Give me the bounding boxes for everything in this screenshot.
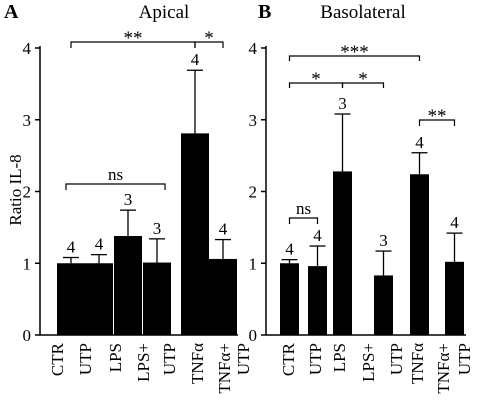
panel-b-n-label: 4 — [313, 226, 322, 245]
panel-a-category-label: UTP — [160, 343, 179, 375]
panel-a-category-label: LPS — [106, 343, 125, 372]
panel-a-n-label: 4 — [191, 50, 200, 69]
panel-b-category-label: LPS+ — [359, 343, 378, 382]
panel-b-significance-bracket — [341, 82, 385, 88]
panel-b-y-tick-label: 0 — [249, 326, 258, 345]
panel-a-category-label: UTP — [76, 343, 95, 375]
panel-a-y-tick-label: 4 — [23, 39, 32, 58]
panel-a-bar — [143, 262, 171, 335]
panel-a-category-label: LPS+ — [134, 343, 153, 382]
panel-b-category-label: UTP — [306, 343, 325, 375]
panel-b-significance-bracket — [288, 55, 421, 61]
panel-b-category-label: LPS — [330, 343, 349, 372]
panel-b-bar — [280, 263, 299, 335]
panel-a-category-label: UTP — [234, 343, 253, 375]
panel-a-significance-bracket — [194, 41, 224, 48]
panel-b-significance-bracket — [288, 217, 319, 224]
panel-a-y-tick-label: 0 — [23, 326, 32, 345]
panel-a-n-label: 4 — [95, 235, 104, 254]
panel-a-n-label: 4 — [219, 220, 228, 239]
panel-a-title: Apical — [139, 2, 190, 23]
panel-b-n-label: 4 — [415, 133, 424, 152]
panel-a-significance-label: ** — [124, 28, 143, 49]
panel-a-y-tick-label: 1 — [23, 254, 32, 273]
panel-b-y-tick-label: 4 — [249, 39, 258, 58]
panel-a-y-tick-label: 3 — [23, 111, 32, 130]
panel-b-letter: B — [258, 1, 271, 23]
panel-a-n-label: 4 — [67, 238, 76, 257]
panel-b-n-label: 4 — [450, 213, 459, 232]
panel-b-bar — [374, 275, 393, 335]
panel-a-category-label: CTR — [48, 342, 67, 376]
panel-a-n-label: 3 — [124, 190, 133, 209]
panel-b-category-label: UTP — [455, 343, 474, 375]
panel-b-n-label: 3 — [379, 231, 388, 250]
panel-b-y-tick-label: 3 — [249, 111, 258, 130]
panel-a-letter: A — [4, 1, 19, 23]
panel-b-n-label: 4 — [285, 240, 294, 259]
panel-a-y-tick-label: 2 — [23, 183, 32, 202]
panel-a-significance-label: * — [204, 28, 214, 49]
panel-a-significance-label: ns — [108, 165, 123, 184]
panel-a-bar — [181, 133, 209, 335]
panel-b-category-label: TNFα — [408, 343, 427, 384]
panel-a-category-label: TNFα+ — [215, 343, 234, 394]
panel-b-category-label: TNFα+ — [434, 343, 453, 394]
panel-a-category-label: TNFα — [188, 343, 207, 384]
panel-a-bar — [114, 235, 142, 335]
panel-a-bar — [209, 258, 237, 335]
panel-a-significance-bracket — [65, 183, 166, 190]
panel-b-category-label: UTP — [387, 343, 406, 375]
panel-b-significance-label: ns — [296, 199, 311, 218]
panel-b-title: Basolateral — [320, 2, 405, 23]
panel-b-significance-bracket — [418, 119, 456, 126]
panel-b-significance-label: ** — [428, 106, 447, 127]
panel-b-significance-label: *** — [340, 42, 369, 63]
panel-b-y-tick-label: 1 — [249, 254, 258, 273]
panel-b-bar — [445, 261, 464, 335]
panel-b-bar — [308, 266, 327, 335]
panel-a-bar — [85, 263, 113, 335]
panel-a-bar — [57, 263, 85, 335]
y-axis-label: Ratio IL-8 — [6, 154, 25, 225]
panel-b-y-tick-label: 2 — [249, 183, 258, 202]
panel-b-significance-label: * — [311, 69, 321, 90]
panel-b-bar — [333, 171, 352, 335]
panel-a-n-label: 3 — [153, 219, 162, 238]
panel-b-bar — [410, 174, 429, 335]
panel-b-n-label: 3 — [338, 94, 347, 113]
panel-b-category-label: CTR — [279, 342, 298, 376]
panel-b-significance-label: * — [358, 69, 368, 90]
